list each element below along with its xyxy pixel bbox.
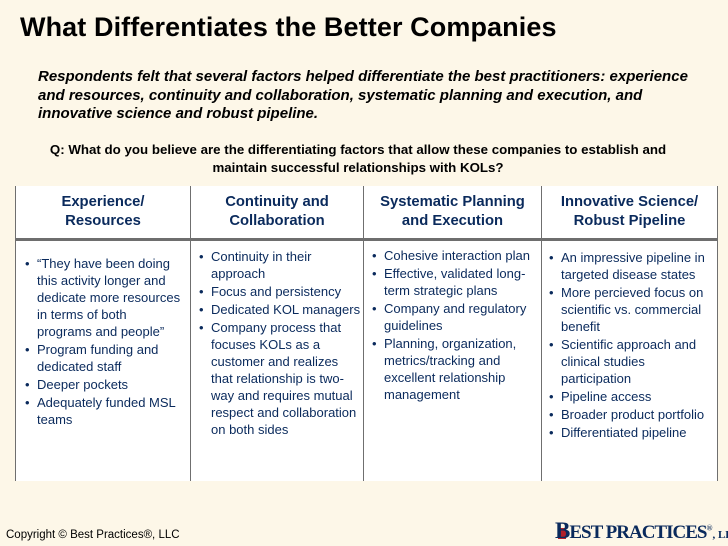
bullet-item: Company process that focuses KOLs as a c…	[196, 319, 361, 438]
column-header-line: Systematic Planning	[380, 194, 525, 210]
logo-registered-mark: ®	[706, 523, 713, 533]
column-header-line: Resources	[65, 213, 141, 229]
bullet-item: More percieved focus on scientific vs. c…	[546, 284, 716, 335]
bullet-item: Broader product portfolio	[546, 406, 716, 423]
column-body: An impressive pipeline in targeted disea…	[542, 238, 717, 481]
bullet-item: Dedicated KOL managers	[196, 301, 361, 318]
bullet-item: Program funding and dedicated staff	[22, 341, 184, 375]
logo-wordmark: EST PRACTICES	[569, 522, 707, 543]
bullet-list: An impressive pipeline in targeted disea…	[546, 249, 716, 441]
bullet-item: Differentiated pipeline	[546, 424, 716, 441]
column-body: Continuity in their approach Focus and p…	[191, 238, 363, 481]
column-header: Continuity and Collaboration	[191, 186, 363, 238]
column-header: Systematic Planning and Execution	[364, 186, 541, 238]
column-systematic-planning: Systematic Planning and Execution Cohesi…	[363, 186, 541, 481]
bullet-list: Cohesive interaction plan Effective, val…	[369, 247, 539, 403]
bullet-item: “They have been doing this activity long…	[22, 255, 184, 340]
survey-question: Q: What do you believe are the different…	[49, 142, 667, 175]
factors-table: Experience/ Resources “They have been do…	[15, 186, 718, 481]
column-header-line: and Execution	[401, 213, 504, 229]
slide-subtitle: Respondents felt that several factors he…	[38, 68, 688, 122]
column-header-line: Continuity and	[225, 194, 329, 210]
column-header-line: Innovative Science/	[560, 194, 699, 210]
logo-suffix: , LLC	[712, 529, 728, 541]
bullet-list: Continuity in their approach Focus and p…	[196, 248, 361, 438]
column-innovative-science: Innovative Science/ Robust Pipeline An i…	[541, 186, 717, 481]
bullet-item: An impressive pipeline in targeted disea…	[546, 249, 716, 283]
copyright-notice: Copyright © Best Practices®, LLC	[6, 529, 180, 541]
column-experience-resources: Experience/ Resources “They have been do…	[16, 186, 190, 481]
bullet-list: “They have been doing this activity long…	[22, 255, 184, 428]
best-practices-logo: BEST PRACTICES®, LLC	[555, 518, 728, 544]
column-header-line: Collaboration	[229, 213, 325, 229]
column-header: Experience/ Resources	[16, 186, 190, 238]
bullet-item: Pipeline access	[546, 388, 716, 405]
bullet-item: Deeper pockets	[22, 376, 184, 393]
column-header: Innovative Science/ Robust Pipeline	[542, 186, 717, 238]
bullet-item: Company and regulatory guidelines	[369, 300, 539, 334]
bullet-item: Scientific approach and clinical studies…	[546, 336, 716, 387]
column-body: Cohesive interaction plan Effective, val…	[364, 238, 541, 481]
column-header-line: Experience/	[61, 194, 145, 210]
logo-initial: B	[555, 518, 570, 543]
slide-title: What Differentiates the Better Companies	[20, 12, 557, 42]
bullet-item: Focus and persistency	[196, 283, 361, 300]
bullet-item: Adequately funded MSL teams	[22, 394, 184, 428]
column-body: “They have been doing this activity long…	[16, 238, 190, 481]
column-header-line: Robust Pipeline	[573, 213, 686, 229]
bullet-item: Cohesive interaction plan	[369, 247, 539, 264]
bullet-item: Continuity in their approach	[196, 248, 361, 282]
column-continuity-collaboration: Continuity and Collaboration Continuity …	[190, 186, 363, 481]
bullet-item: Effective, validated long-term strategic…	[369, 265, 539, 299]
bullet-item: Planning, organization, metrics/tracking…	[369, 335, 539, 403]
